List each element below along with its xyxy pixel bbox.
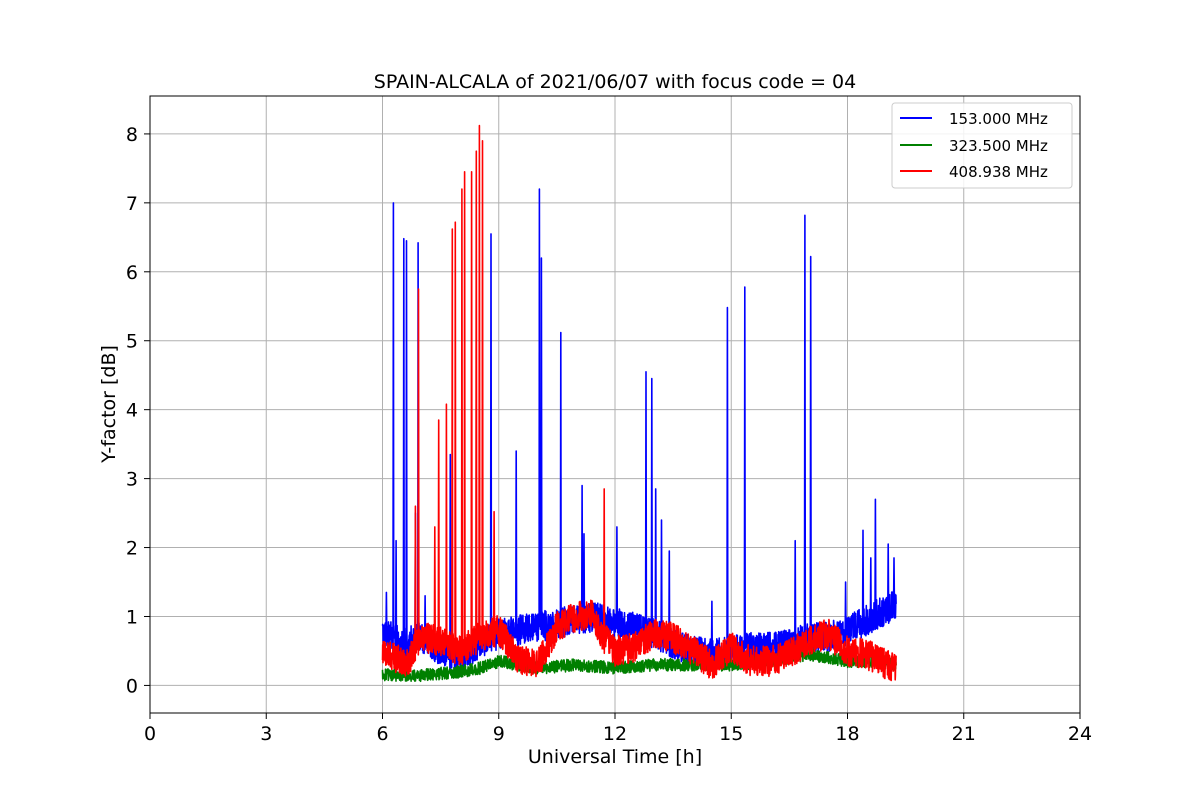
legend-label-323: 323.500 MHz <box>949 137 1048 155</box>
chart-title: SPAIN-ALCALA of 2021/06/07 with focus co… <box>374 71 856 93</box>
x-tick-label: 18 <box>835 723 859 745</box>
x-axis-label: Universal Time [h] <box>528 746 702 768</box>
y-axis-label: Y-factor [dB] <box>98 345 120 464</box>
x-tick-label: 6 <box>376 723 388 745</box>
legend: 153.000 MHz 323.500 MHz 408.938 MHz <box>891 102 1073 189</box>
series-layer <box>381 124 897 683</box>
x-tick-label: 24 <box>1068 723 1092 745</box>
x-tick-label: 21 <box>952 723 976 745</box>
y-tick-label: 6 <box>126 262 138 284</box>
y-tick-label: 7 <box>126 193 138 215</box>
grid <box>149 96 1081 713</box>
y-tick-label: 3 <box>126 469 138 491</box>
y-tick-label: 2 <box>126 538 138 560</box>
x-axis-ticks: 0 3 6 9 12 15 18 21 24 <box>144 713 1092 745</box>
series-line-2 <box>381 124 897 682</box>
x-tick-label: 15 <box>719 723 743 745</box>
y-tick-label: 8 <box>126 124 138 146</box>
series-line-1 <box>381 647 897 683</box>
legend-label-408: 408.938 MHz <box>949 163 1048 181</box>
legend-box <box>891 102 1073 189</box>
y-tick-label: 4 <box>126 400 138 422</box>
x-tick-label: 9 <box>493 723 505 745</box>
y-axis-ticks: 0 1 2 3 4 5 6 7 8 <box>126 124 150 697</box>
legend-label-153: 153.000 MHz <box>949 110 1048 128</box>
x-tick-label: 3 <box>260 723 272 745</box>
x-tick-label: 0 <box>144 723 156 745</box>
y-tick-label: 1 <box>126 606 138 628</box>
x-tick-label: 12 <box>603 723 627 745</box>
y-tick-label: 5 <box>126 331 138 353</box>
series-line-0 <box>381 188 897 673</box>
y-tick-label: 0 <box>126 675 138 697</box>
